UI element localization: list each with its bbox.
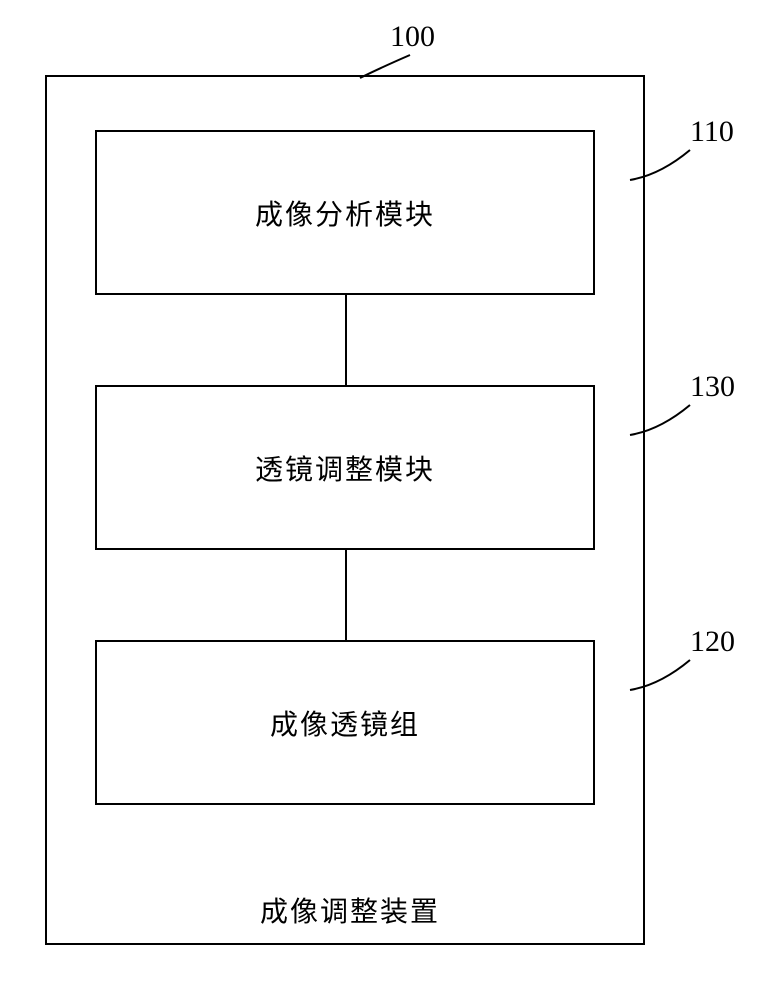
diagram-canvas: 100 成像分析模块 110 透镜调整模块 130 成像透镜组 120 成像调整… (0, 0, 780, 1000)
connector-1 (345, 295, 347, 385)
connector-2 (345, 550, 347, 640)
leader-120 (0, 0, 780, 1000)
ref-120: 120 (690, 625, 735, 659)
outer-caption: 成像调整装置 (260, 890, 440, 930)
